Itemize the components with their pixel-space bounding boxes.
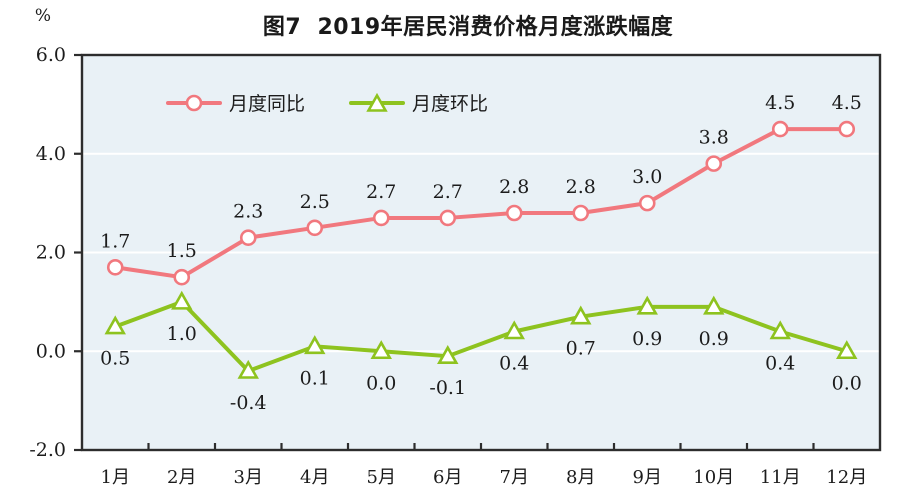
x-axis-tick-label: 2月: [167, 467, 196, 488]
series-1-line: [113, 299, 849, 373]
data-point-label: 2.8: [499, 176, 529, 198]
data-point-label: 2.8: [566, 176, 596, 198]
data-point-label: 0.4: [499, 353, 529, 375]
series-0-marker: [239, 229, 257, 246]
series-1-marker: [769, 320, 791, 340]
y-axis-tick-label: 0.0: [36, 340, 66, 362]
series-0-marker: [771, 120, 789, 138]
series-0-marker: [306, 219, 324, 237]
series-1-marker: [703, 295, 725, 315]
series-0-marker: [638, 194, 656, 212]
series-0-line: [113, 127, 849, 280]
y-axis-tick-label: -2.0: [29, 439, 66, 461]
data-point-label: 3.8: [699, 127, 729, 149]
legend-1-label: 月度环比: [412, 93, 488, 115]
data-point-label: 4.5: [765, 92, 795, 114]
legend-1-marker: [366, 92, 388, 112]
series-0-marker: [106, 259, 124, 276]
legend-0-marker: [185, 94, 203, 112]
data-point-label: 0.9: [632, 328, 662, 350]
x-axis-tick-label: 4月: [300, 467, 329, 488]
series-1-marker: [636, 295, 658, 315]
series-1-marker: [836, 340, 858, 360]
x-axis-tick-label: 3月: [234, 467, 263, 488]
data-point-label: 0.5: [100, 348, 130, 370]
x-axis-tick-label: 12月: [826, 467, 867, 488]
series-1-marker: [437, 345, 459, 364]
y-axis-tick-label: 2.0: [36, 242, 66, 264]
series-1-marker: [304, 335, 326, 355]
legend-0-label: 月度同比: [229, 93, 305, 115]
data-point-label: 1.5: [167, 240, 197, 262]
x-axis-tick-label: 7月: [500, 467, 529, 488]
x-axis-tick-label: 6月: [433, 467, 462, 488]
y-axis-tick-label: 4.0: [36, 143, 66, 165]
y-axis-tick-label: 6.0: [36, 44, 66, 66]
data-point-label: 0.9: [699, 328, 729, 350]
series-0-marker: [572, 204, 590, 222]
data-point-label: -0.1: [429, 377, 466, 399]
data-point-label: 0.4: [765, 353, 795, 375]
data-point-label: 4.5: [832, 92, 862, 114]
chart-title: 图7 2019年居民消费价格月度涨跌幅度: [262, 15, 674, 40]
data-point-label: 2.7: [366, 181, 396, 203]
data-point-label: 2.3: [233, 201, 263, 223]
x-axis-tick-label: 9月: [633, 467, 662, 488]
series-1-marker: [570, 305, 592, 325]
data-point-label: 1.0: [167, 323, 197, 345]
data-point-label: 3.0: [632, 166, 662, 188]
x-axis-tick-label: 11月: [760, 467, 801, 488]
series-0-marker: [439, 209, 457, 227]
series-1-marker: [171, 290, 193, 310]
series-1-marker: [104, 315, 126, 335]
series-0-marker: [838, 120, 856, 138]
data-point-label: 0.0: [366, 372, 396, 394]
x-axis-tick-label: 10月: [693, 467, 734, 488]
series-0-marker: [173, 268, 191, 286]
series-1-marker: [503, 320, 525, 340]
data-point-label: 1.7: [100, 230, 130, 252]
y-axis-unit-label: %: [34, 6, 52, 26]
data-point-label: 0.1: [300, 367, 330, 389]
x-axis-tick-label: 1月: [101, 467, 130, 488]
data-point-label: 0.0: [832, 372, 862, 394]
data-point-label: 0.7: [566, 338, 596, 360]
series-1-marker: [237, 359, 259, 379]
series-1-marker: [370, 340, 392, 360]
series-0-marker: [372, 209, 390, 227]
data-point-label: 2.5: [300, 191, 330, 213]
data-point-label: -0.4: [230, 392, 267, 414]
series-0-marker: [705, 155, 723, 172]
x-axis-tick-label: 8月: [566, 467, 595, 488]
x-axis-tick-label: 5月: [367, 467, 396, 488]
data-point-label: 2.7: [433, 181, 463, 203]
series-0-marker: [505, 204, 523, 222]
